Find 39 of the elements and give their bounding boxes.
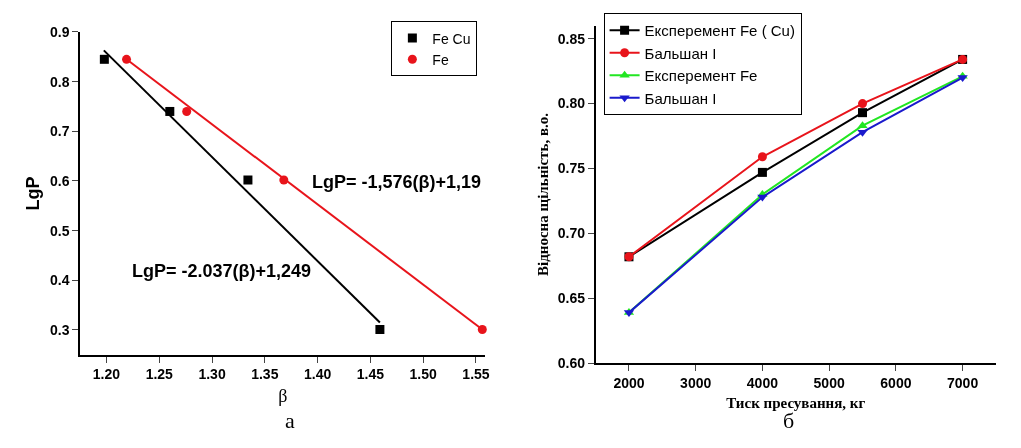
y-tick-label: 0.60	[557, 355, 586, 372]
y-tick-label: 0.80	[557, 95, 586, 112]
y-tick-label: 0.3	[50, 321, 70, 338]
x-tick-label: 1.40	[303, 366, 332, 383]
y-axis-title: Відносна щільність, в.о.	[534, 112, 551, 276]
x-tick-label: 1.25	[145, 366, 174, 383]
x-axis-title: β	[278, 385, 288, 406]
x-tick-label: 1.35	[251, 366, 279, 383]
x-tick-label: 1.45	[356, 366, 385, 383]
x-tick-label: 1.50	[409, 366, 438, 383]
x-tick-label: 6000	[880, 374, 912, 391]
x-tick-label: 3000	[680, 374, 712, 391]
x-tick-label: 2000	[613, 374, 645, 391]
y-tick-label: 0.5	[50, 222, 70, 239]
y-axis-title: LgP	[22, 176, 43, 211]
y-tick-label: 0.65	[557, 290, 586, 307]
y-tick-label: 0.6	[50, 172, 70, 189]
y-tick-label: 0.8	[50, 73, 70, 90]
annotation: LgP= -1,576(β)+1,19	[312, 172, 482, 192]
x-tick-label: 4000	[746, 374, 779, 391]
x-tick-label: 1.30	[198, 366, 226, 383]
y-tick-label: 0.7	[50, 123, 70, 140]
x-tick-label: 1.55	[462, 366, 490, 383]
legend-label: Експеремент Fe	[644, 67, 758, 85]
y-tick-label: 0.75	[557, 160, 586, 177]
x-tick-label: 5000	[813, 374, 845, 391]
legend-label: Fe	[432, 51, 449, 68]
legend-label: Бальшан I	[644, 89, 717, 107]
y-tick-label: 0.9	[50, 23, 70, 40]
x-tick-label: 1.20	[92, 366, 121, 383]
y-tick-label: 0.70	[557, 225, 586, 242]
legend-label: Експеремент Fe ( Cu)	[644, 22, 795, 40]
annotation: LgP= -2.037(β)+1,249	[132, 261, 312, 281]
legend-label: Бальшан I	[644, 44, 717, 62]
legend-label: Fe Cu	[432, 30, 471, 47]
x-tick-label: 7000	[947, 374, 979, 391]
y-tick-label: 0.4	[50, 272, 70, 289]
y-tick-label: 0.85	[557, 30, 586, 47]
text: а	[285, 408, 295, 433]
